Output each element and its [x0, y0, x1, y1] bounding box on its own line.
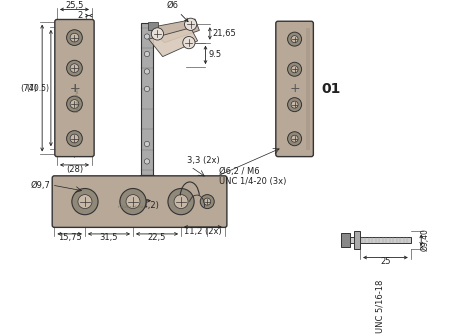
Text: Ø6: Ø6 — [166, 1, 188, 22]
Circle shape — [144, 159, 149, 164]
Text: 15,75: 15,75 — [58, 233, 81, 242]
Text: (28): (28) — [66, 165, 83, 174]
Bar — [341, 233, 350, 247]
Circle shape — [67, 96, 82, 112]
FancyBboxPatch shape — [276, 21, 313, 157]
Text: +: + — [69, 82, 80, 94]
Bar — [141, 24, 153, 174]
Text: UNC 5/16-18: UNC 5/16-18 — [376, 279, 385, 333]
Circle shape — [183, 37, 195, 49]
Circle shape — [200, 195, 214, 209]
Text: 9.5: 9.5 — [208, 50, 221, 59]
Text: 01: 01 — [322, 82, 341, 96]
Bar — [306, 28, 310, 150]
Circle shape — [78, 195, 92, 209]
Circle shape — [151, 28, 163, 40]
Circle shape — [291, 135, 298, 142]
Text: Ø9,40: Ø9,40 — [420, 228, 429, 251]
Text: industriefoto: industriefoto — [118, 205, 144, 209]
Circle shape — [288, 62, 302, 76]
Circle shape — [67, 131, 82, 146]
Text: +: + — [289, 82, 300, 95]
FancyBboxPatch shape — [52, 176, 227, 227]
Circle shape — [288, 98, 302, 112]
Circle shape — [70, 33, 79, 42]
Bar — [140, 174, 154, 192]
Polygon shape — [148, 19, 199, 43]
Text: UNC 1/4-20 (3x): UNC 1/4-20 (3x) — [219, 177, 286, 186]
Bar — [148, 22, 158, 30]
Text: 25,5: 25,5 — [65, 1, 84, 10]
Circle shape — [126, 195, 140, 209]
Circle shape — [184, 18, 197, 30]
Circle shape — [144, 86, 149, 91]
Text: Ø9,7: Ø9,7 — [30, 180, 50, 190]
Circle shape — [174, 195, 188, 209]
Circle shape — [144, 34, 149, 39]
Bar — [345, 237, 411, 243]
FancyBboxPatch shape — [55, 19, 94, 157]
Circle shape — [70, 134, 79, 143]
Circle shape — [144, 69, 149, 74]
Circle shape — [70, 99, 79, 108]
Circle shape — [120, 188, 146, 215]
Circle shape — [291, 66, 298, 73]
Circle shape — [70, 64, 79, 73]
Circle shape — [288, 132, 302, 146]
Circle shape — [204, 198, 211, 205]
Circle shape — [67, 30, 82, 45]
Text: 31,5: 31,5 — [100, 233, 118, 242]
Text: Ø6,2 / M6: Ø6,2 / M6 — [219, 167, 259, 176]
Text: 22,5: 22,5 — [148, 233, 166, 242]
Circle shape — [144, 141, 149, 146]
Text: +: + — [69, 82, 80, 94]
Text: 25: 25 — [380, 256, 391, 265]
Polygon shape — [148, 28, 198, 56]
Text: 21,65: 21,65 — [212, 29, 236, 38]
Circle shape — [168, 188, 194, 215]
Text: (14,2): (14,2) — [135, 201, 159, 210]
Circle shape — [291, 101, 298, 108]
Text: industriefoto: industriefoto — [76, 86, 80, 112]
Bar — [354, 231, 360, 249]
Text: 3,3 (2x): 3,3 (2x) — [187, 156, 220, 165]
Circle shape — [291, 36, 298, 43]
Text: 11,2 (2x): 11,2 (2x) — [184, 227, 222, 236]
Circle shape — [72, 188, 98, 215]
Circle shape — [288, 32, 302, 46]
Text: 2: 2 — [77, 11, 82, 20]
Text: (70.5): (70.5) — [26, 84, 49, 92]
Circle shape — [144, 51, 149, 56]
Circle shape — [67, 60, 82, 76]
Text: (74): (74) — [21, 84, 38, 92]
